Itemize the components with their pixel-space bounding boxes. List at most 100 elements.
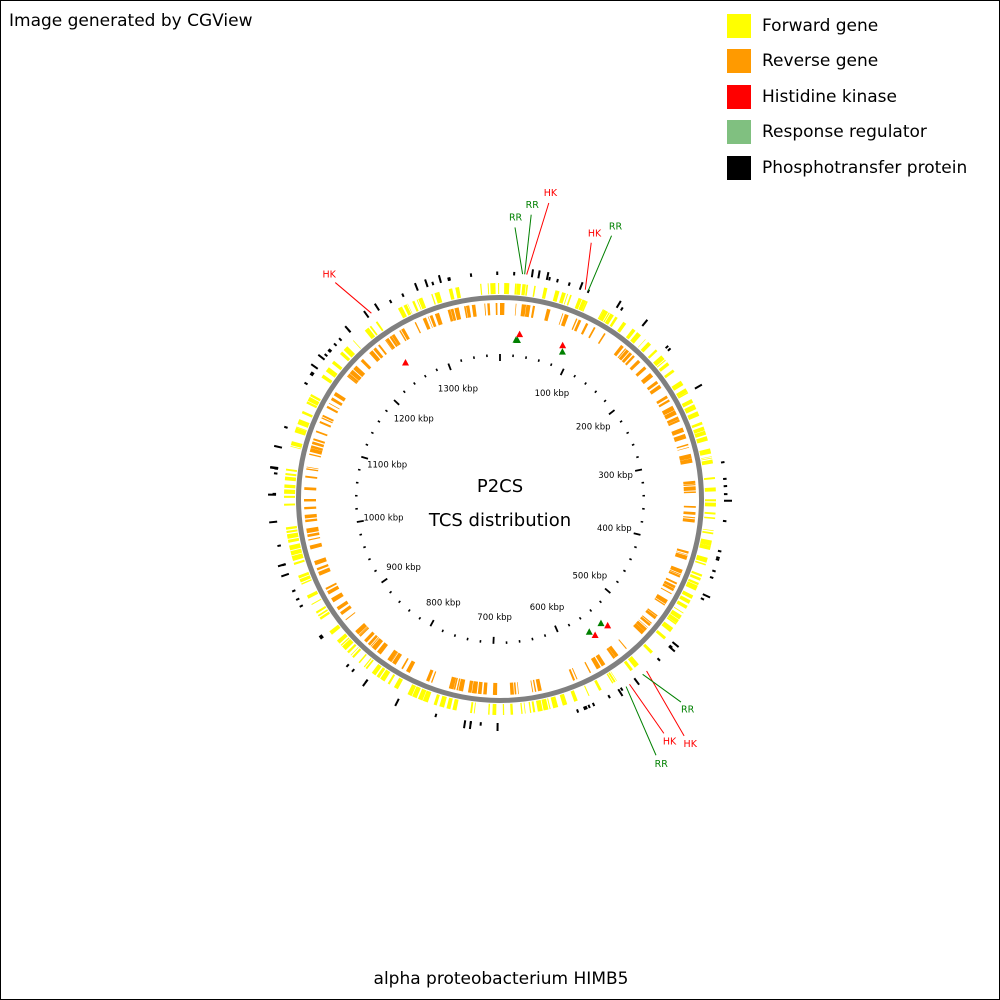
forward-gene xyxy=(640,341,652,353)
reverse-gene xyxy=(389,335,399,348)
outer-tick xyxy=(656,657,661,662)
forward-gene xyxy=(325,367,338,378)
reverse-gene xyxy=(663,580,676,589)
forward-gene xyxy=(541,698,549,711)
outer-tick xyxy=(633,677,640,686)
forward-gene xyxy=(452,698,459,711)
kbp-tick-label: 700 kbp xyxy=(477,613,512,623)
reverse-gene xyxy=(310,445,324,452)
inner-major-tick xyxy=(361,455,369,460)
forward-gene xyxy=(331,360,343,371)
forward-gene xyxy=(306,401,318,409)
outer-tick xyxy=(333,342,338,347)
genome-backbone xyxy=(296,295,704,703)
reverse-gene xyxy=(618,639,627,650)
callout-line xyxy=(526,202,550,275)
forward-gene xyxy=(627,656,639,668)
kbp-tick-label: 300 kbp xyxy=(598,471,633,481)
forward-gene xyxy=(584,685,590,696)
forward-gene-track xyxy=(284,283,716,715)
forward-gene xyxy=(532,285,536,297)
forward-gene xyxy=(609,316,618,328)
forward-gene xyxy=(691,421,703,429)
inner-major-tick xyxy=(381,577,388,584)
legend-item-forward-gene: Forward gene xyxy=(727,8,967,44)
forward-gene xyxy=(550,696,559,709)
forward-gene xyxy=(681,398,694,408)
forward-gene xyxy=(329,624,341,635)
inner-major-tick xyxy=(429,619,435,627)
reverse-gene xyxy=(571,668,578,680)
forward-gene xyxy=(603,312,610,323)
outer-tick xyxy=(345,663,350,668)
reverse-gene xyxy=(422,317,431,330)
forward-gene xyxy=(299,575,311,583)
reverse-gene xyxy=(316,564,329,571)
reverse-gene xyxy=(387,649,398,662)
inner-minor-tick xyxy=(531,637,534,641)
reverse-gene xyxy=(660,587,672,595)
reverse-gene xyxy=(353,365,366,378)
forward-gene xyxy=(407,303,413,314)
forward-gene xyxy=(284,484,296,489)
reverse-gene xyxy=(573,319,582,332)
legend-label-forward-gene: Forward gene xyxy=(762,15,879,36)
reverse-gene xyxy=(530,680,534,693)
forward-gene xyxy=(704,487,716,492)
reverse-gene xyxy=(595,654,606,667)
outer-tick xyxy=(667,347,672,352)
map-title: P2CS xyxy=(477,476,523,497)
kbp-tick-label: 800 kbp xyxy=(426,599,461,609)
inner-major-tick xyxy=(633,532,641,536)
reverse-gene xyxy=(458,678,466,692)
reverse-gene xyxy=(477,681,483,695)
reverse-gene xyxy=(674,552,688,560)
reverse-gene xyxy=(322,414,334,422)
forward-gene xyxy=(487,283,490,295)
reverse-gene xyxy=(668,570,681,578)
reverse-gene xyxy=(535,678,542,692)
reverse-gene xyxy=(683,480,696,485)
forward-gene xyxy=(704,516,716,520)
outer-tick xyxy=(277,563,286,568)
forward-gene xyxy=(340,637,350,646)
inner-minor-tick xyxy=(615,580,619,584)
reverse-gene xyxy=(328,402,340,410)
outer-tick xyxy=(434,713,438,718)
forward-gene xyxy=(375,321,384,332)
outer-tick xyxy=(338,337,343,342)
reverse-gene xyxy=(629,359,641,371)
outer-tick xyxy=(664,345,669,349)
forward-gene xyxy=(290,445,302,450)
outer-tick xyxy=(671,641,680,648)
reverse-gene xyxy=(392,652,403,665)
outer-tick xyxy=(702,593,711,599)
inner-major-tick xyxy=(447,363,452,371)
kbp-tick-labels: 100 kbp 200 kbp 300 kbp 400 kbp 500 kbp 600 k… xyxy=(363,385,632,623)
reverse-gene xyxy=(406,660,416,673)
forward-gene xyxy=(369,325,378,336)
inner-minor-tick xyxy=(423,374,427,378)
reverse-gene xyxy=(359,627,370,637)
reverse-gene xyxy=(373,347,384,359)
forward-gene xyxy=(290,548,303,556)
reverse-gene xyxy=(331,592,344,603)
outer-tick xyxy=(545,271,550,281)
reverse-gene xyxy=(676,443,689,449)
kbp-tick-label: 1200 kbp xyxy=(394,414,434,424)
forward-gene xyxy=(656,359,666,368)
legend-swatch-phosphotransfer-protein xyxy=(727,155,751,180)
outer-tick xyxy=(448,277,452,281)
reverse-gene xyxy=(571,318,578,330)
outer-tick-marks xyxy=(268,269,732,731)
legend-swatch-histidine-kinase xyxy=(727,84,751,109)
forward-gene xyxy=(679,595,691,604)
reverse-gene xyxy=(590,656,601,670)
forward-gene xyxy=(315,606,327,614)
forward-gene xyxy=(310,393,321,402)
reverse-gene xyxy=(664,410,677,420)
forward-gene xyxy=(578,299,587,312)
forward-gene xyxy=(287,537,300,543)
reverse-gene xyxy=(683,511,696,515)
